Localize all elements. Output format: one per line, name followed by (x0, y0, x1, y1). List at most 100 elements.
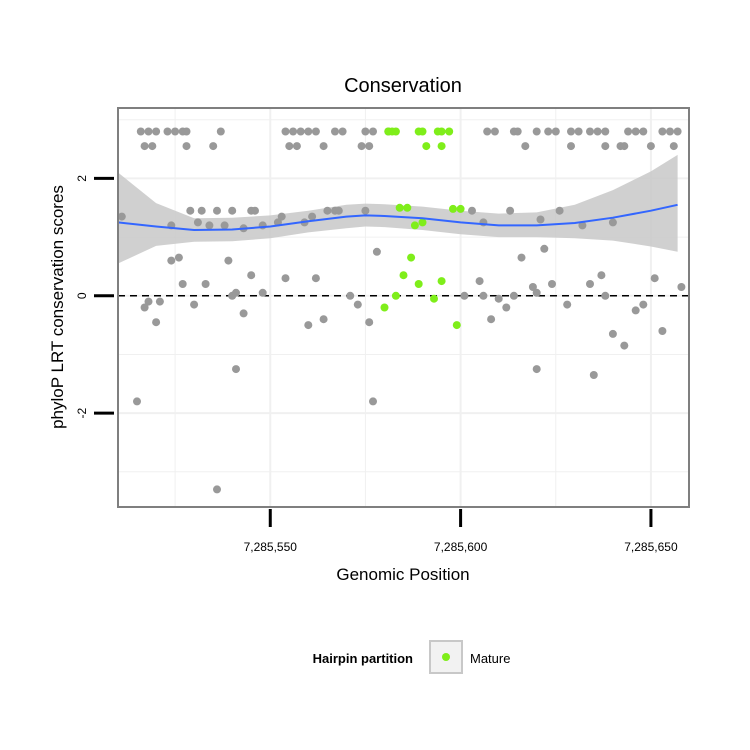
data-point (586, 127, 594, 136)
data-point (353, 300, 362, 309)
data-point (182, 127, 191, 136)
data-point (540, 244, 549, 253)
data-point (578, 221, 587, 230)
data-point (460, 291, 469, 300)
data-point (209, 142, 218, 151)
data-point (338, 127, 347, 136)
data-point (144, 297, 153, 306)
data-point (277, 212, 286, 221)
data-point (361, 206, 370, 215)
data-point (620, 341, 629, 350)
data-point-mature (456, 204, 465, 213)
data-point (289, 127, 298, 136)
data-point (624, 127, 633, 136)
x-tick-label: 7,285,650 (624, 540, 678, 554)
points-layer (117, 127, 686, 494)
data-point (601, 127, 610, 136)
data-point-mature (449, 204, 457, 213)
data-point (171, 127, 180, 136)
data-point (140, 142, 149, 151)
data-point-mature (407, 253, 416, 262)
axes: -2 0 2 7,285,550 7,285,600 7,285,650 (75, 175, 678, 554)
data-point-mature (452, 321, 461, 330)
data-point (296, 127, 305, 136)
data-point (186, 206, 195, 215)
data-point (193, 218, 202, 227)
data-point-mature (437, 277, 446, 286)
data-point (479, 291, 488, 300)
data-point (140, 303, 149, 312)
data-point-mature (437, 142, 446, 151)
data-point (216, 127, 225, 136)
data-point (308, 212, 317, 221)
x-tick-label: 7,285,550 (244, 540, 298, 554)
data-point-mature (403, 203, 412, 212)
data-point (213, 485, 221, 494)
data-point (646, 142, 655, 151)
data-point (631, 127, 640, 136)
data-point (586, 280, 594, 288)
data-point-mature (422, 142, 431, 151)
data-point (369, 397, 377, 406)
data-point (506, 206, 515, 215)
data-point (178, 280, 187, 288)
data-point (174, 253, 183, 262)
data-point (608, 218, 617, 227)
data-point (487, 315, 496, 324)
data-point (639, 127, 648, 136)
data-point (182, 142, 191, 151)
data-point (608, 329, 617, 338)
panel-border (117, 107, 690, 508)
data-point (251, 206, 259, 215)
data-point (232, 288, 240, 297)
data-point-mature (418, 127, 427, 136)
data-point (239, 309, 248, 318)
y-axis-title: phyloP LRT conservation scores (48, 185, 67, 429)
data-point (666, 127, 674, 136)
data-point (281, 274, 290, 283)
data-point (475, 277, 484, 286)
smooth-line-layer (117, 203, 678, 232)
data-point (677, 283, 686, 291)
data-point (247, 271, 256, 280)
legend-label-mature: Mature (470, 651, 510, 666)
x-axis-title: Genomic Position (336, 565, 469, 584)
data-point (574, 127, 583, 136)
smooth-line (117, 203, 678, 232)
data-point (593, 127, 602, 136)
data-point (258, 288, 267, 297)
data-point (521, 142, 530, 151)
data-point (551, 127, 560, 136)
data-point (346, 291, 355, 300)
data-point-mature (399, 271, 408, 280)
y-tick-label: 2 (75, 175, 89, 182)
data-point (152, 318, 161, 327)
data-point (136, 127, 145, 136)
data-point-mature (430, 294, 438, 303)
data-point (650, 274, 659, 283)
data-point-mature (418, 218, 427, 227)
data-point (563, 300, 572, 309)
data-point (483, 127, 492, 136)
data-point (311, 274, 320, 283)
data-point (517, 253, 526, 262)
data-point (513, 127, 522, 136)
data-point (304, 127, 313, 136)
data-point (311, 127, 320, 136)
data-point (361, 127, 370, 136)
data-point (490, 127, 499, 136)
data-point (567, 127, 575, 136)
data-point (152, 127, 161, 136)
data-point (220, 221, 229, 230)
data-point (658, 127, 667, 136)
data-point (631, 306, 640, 315)
data-point (532, 288, 541, 297)
data-point (190, 300, 199, 309)
data-point (117, 212, 126, 221)
data-point (673, 127, 682, 136)
data-point-mature (414, 280, 423, 288)
data-point (167, 256, 176, 265)
data-point (133, 397, 141, 406)
data-point (509, 291, 518, 300)
